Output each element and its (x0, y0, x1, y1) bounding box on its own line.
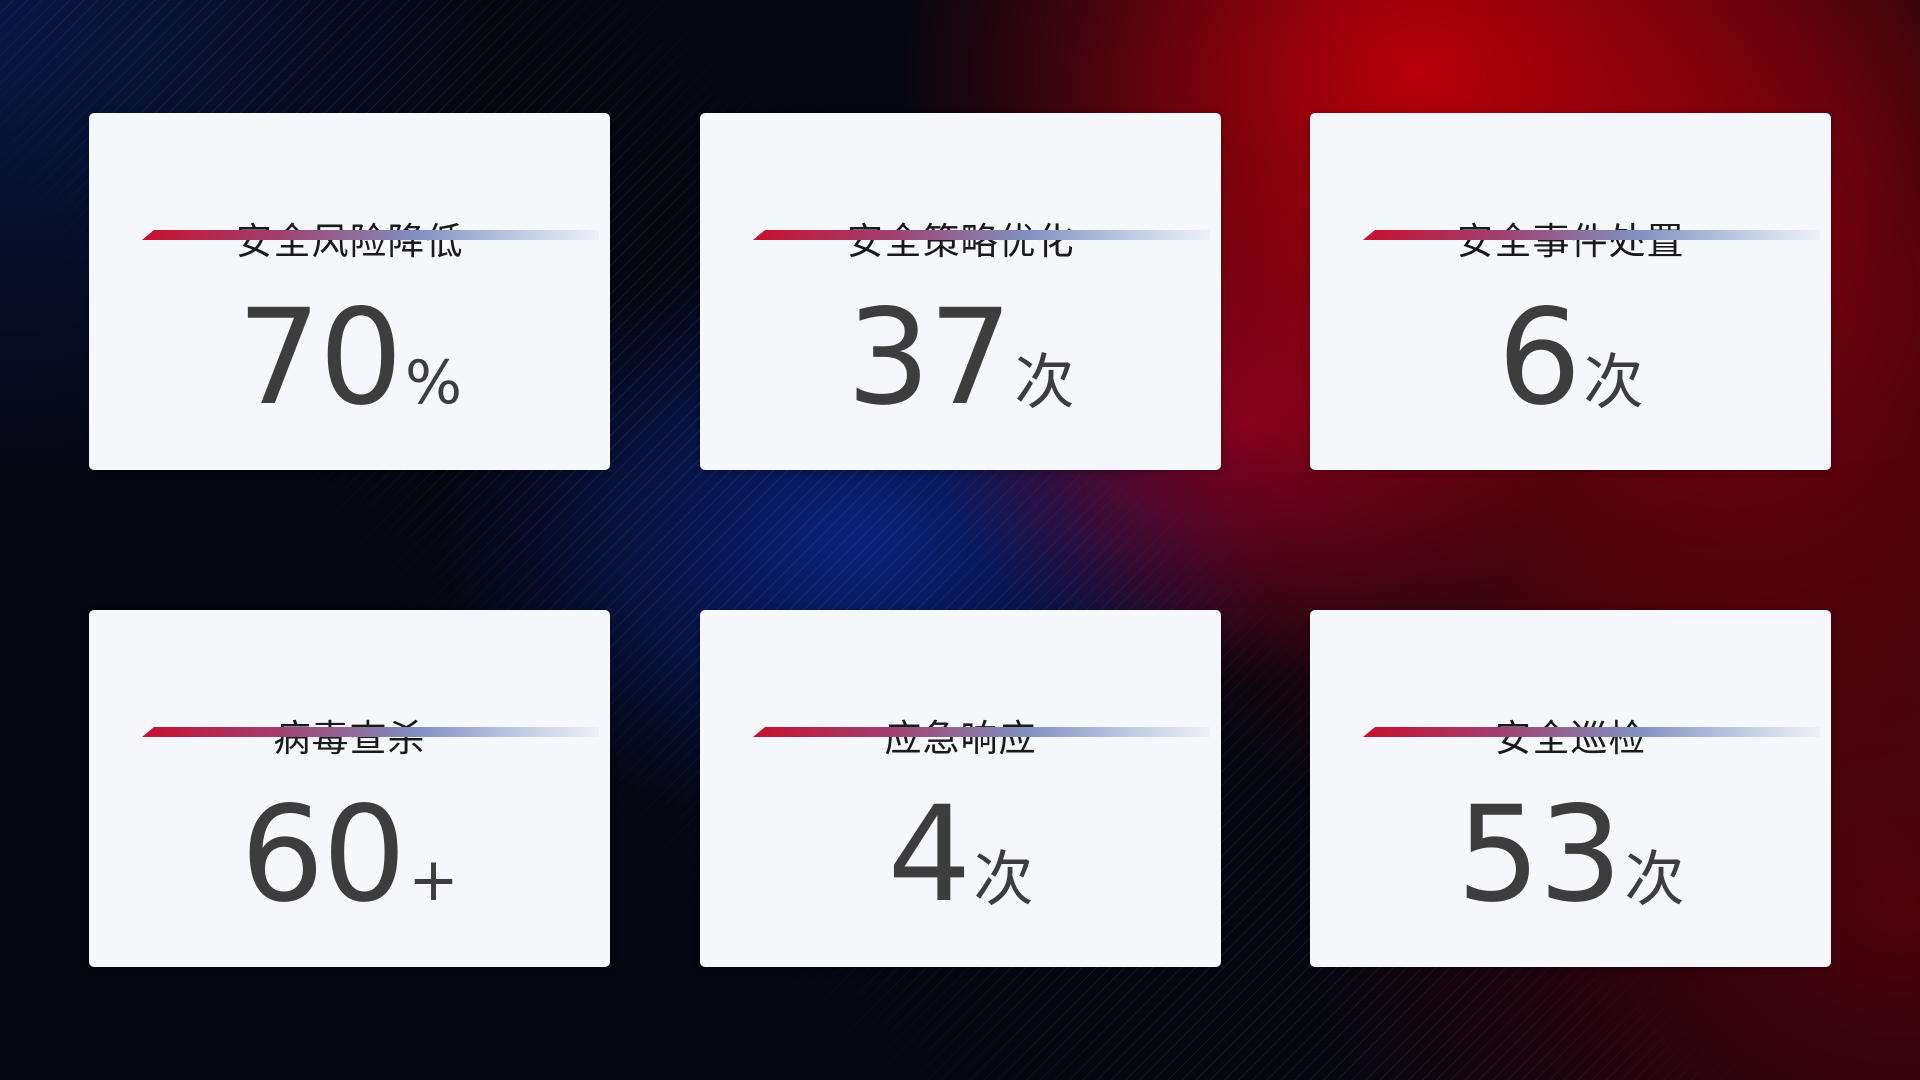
stat-card-incident-handling: 安全事件处置 6次 (1310, 113, 1831, 470)
card-value: 60+ (89, 780, 610, 930)
card-value: 70% (89, 283, 610, 433)
card-title: 安全事件处置 (1456, 220, 1685, 263)
value-number: 53 (1456, 778, 1623, 932)
card-title: 安全风险降低 (235, 220, 464, 263)
card-divider (142, 727, 599, 737)
value-number: 37 (846, 281, 1013, 435)
value-unit: % (404, 348, 462, 418)
stat-card-virus-removal: 病毒查杀 60+ (89, 610, 610, 967)
card-divider (1363, 230, 1820, 240)
card-divider (753, 727, 1210, 737)
value-number: 70 (237, 281, 403, 435)
card-value: 4次 (700, 780, 1221, 930)
card-title: 病毒查杀 (273, 717, 426, 760)
value-number: 60 (240, 778, 406, 932)
stat-card-security-inspection: 安全巡检 53次 (1310, 610, 1831, 967)
card-value: 6次 (1310, 283, 1831, 433)
value-unit: 次 (1624, 845, 1685, 915)
card-title: 安全策略优化 (846, 220, 1075, 263)
value-unit: 次 (973, 845, 1034, 915)
stat-card-policy-optimization: 安全策略优化 37次 (700, 113, 1221, 470)
stat-card-emergency-response: 应急响应 4次 (700, 610, 1221, 967)
card-title: 应急响应 (884, 717, 1037, 760)
card-value: 53次 (1310, 780, 1831, 930)
card-title: 安全巡检 (1494, 717, 1647, 760)
card-divider (1363, 727, 1820, 737)
card-divider (753, 230, 1210, 240)
value-number: 4 (887, 778, 972, 932)
value-unit: 次 (1014, 348, 1075, 418)
stat-card-risk-reduction: 安全风险降低 70% (89, 113, 610, 470)
value-number: 6 (1497, 281, 1582, 435)
value-unit: + (408, 845, 459, 915)
card-value: 37次 (700, 283, 1221, 433)
value-unit: 次 (1583, 348, 1644, 418)
card-divider (142, 230, 599, 240)
